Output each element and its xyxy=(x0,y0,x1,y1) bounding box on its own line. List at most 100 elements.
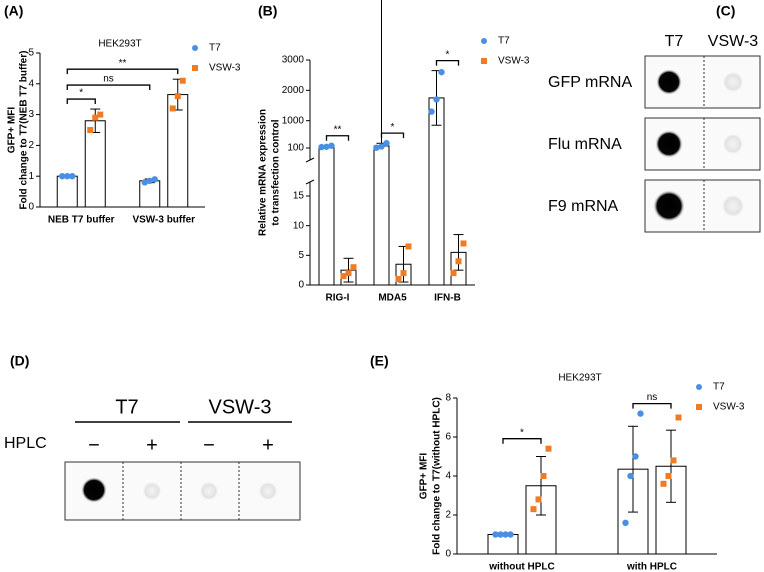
significance-label: ns xyxy=(103,74,114,85)
data-point xyxy=(318,143,325,151)
y-axis-label: Fold change to T7(without HPLC) xyxy=(432,397,443,555)
chart-title: HEK293T xyxy=(558,373,601,384)
spot xyxy=(656,69,682,95)
y-tick-label: 3 xyxy=(28,109,34,120)
data-point xyxy=(400,270,407,277)
y-tick-label: 1 xyxy=(28,171,34,182)
spot xyxy=(199,481,219,501)
data-point xyxy=(460,240,467,247)
x-tick-label: with HPLC xyxy=(626,562,677,572)
data-point xyxy=(151,176,158,183)
spot xyxy=(722,71,744,93)
data-point xyxy=(328,142,335,149)
y-tick-label: 2 xyxy=(445,510,451,521)
significance-label: * xyxy=(391,122,395,133)
legend-marker xyxy=(481,58,487,64)
data-point xyxy=(405,243,412,250)
data-point xyxy=(622,519,629,526)
data-point xyxy=(632,453,639,460)
data-point xyxy=(627,472,634,480)
data-point xyxy=(455,258,462,265)
data-point xyxy=(675,414,682,421)
y-tick-label: 100 xyxy=(287,143,304,154)
y-tick-label: 8 xyxy=(445,393,451,404)
y-tick-label: 1000 xyxy=(282,115,305,126)
legend-label: VSW-3 xyxy=(209,63,241,74)
spot xyxy=(258,481,278,501)
legend-label: T7 xyxy=(713,382,725,393)
significance-bracket xyxy=(66,84,151,91)
data-point xyxy=(87,127,94,133)
y-tick-label: 5 xyxy=(298,250,304,261)
data-point xyxy=(323,143,330,150)
legend-label: T7 xyxy=(498,36,510,47)
x-tick-label: NEB T7 buffer xyxy=(48,215,115,226)
data-point xyxy=(373,144,380,151)
legend-label: T7 xyxy=(209,43,221,54)
spot xyxy=(653,190,685,222)
y-axis-label: Fold change to T7(NEB T7 buffer) xyxy=(19,51,30,210)
data-point xyxy=(665,473,672,479)
data-point xyxy=(179,77,186,84)
data-point xyxy=(428,108,435,115)
data-point xyxy=(69,173,76,180)
y-tick-label: 5 xyxy=(28,48,34,59)
column-label: VSW-3 xyxy=(209,396,272,418)
x-tick-label: VSW-3 buffer xyxy=(132,215,195,226)
data-point xyxy=(545,445,552,452)
data-point xyxy=(64,173,71,180)
panel-label: (A) xyxy=(4,3,23,19)
row-label: F9 mRNA xyxy=(548,198,619,215)
significance-bracket xyxy=(632,402,672,409)
y-axis-label: to transfection control xyxy=(271,119,282,225)
data-point xyxy=(492,531,499,538)
data-point xyxy=(395,276,402,283)
data-point xyxy=(174,93,181,100)
spot xyxy=(721,194,745,218)
bar xyxy=(487,534,519,555)
significance-bracket xyxy=(66,98,96,105)
data-point xyxy=(59,173,66,180)
lane-label: − xyxy=(88,434,100,456)
significance-label: ** xyxy=(119,58,127,69)
y-tick-label: 2000 xyxy=(282,85,305,96)
y-tick-label: 15 xyxy=(293,191,305,202)
bar xyxy=(428,97,445,286)
y-tick-label: 4 xyxy=(445,471,451,482)
data-point xyxy=(383,139,390,147)
significance-label: ns xyxy=(647,392,658,403)
bar xyxy=(56,175,78,208)
data-point xyxy=(530,506,537,513)
spot xyxy=(655,130,683,158)
significance-label: * xyxy=(79,88,83,99)
column-label: T7 xyxy=(665,33,684,50)
data-point xyxy=(340,273,347,280)
significance-bracket xyxy=(435,59,460,66)
spot xyxy=(722,133,744,155)
significance-label: ** xyxy=(334,124,342,135)
row-label: Flu mRNA xyxy=(548,136,622,153)
x-tick-label: without HPLC xyxy=(488,562,555,572)
legend-label: VSW-3 xyxy=(498,56,530,67)
panel-label: (B) xyxy=(258,3,277,19)
data-point xyxy=(97,111,104,118)
data-point xyxy=(169,105,176,112)
spot xyxy=(142,481,162,501)
x-tick-label: MDA5 xyxy=(378,293,407,304)
significance-label: * xyxy=(446,49,450,60)
legend-marker xyxy=(481,38,487,44)
column-label: VSW-3 xyxy=(708,33,758,50)
data-point xyxy=(637,410,644,417)
y-axis-label: Relative mRNA expression xyxy=(258,109,269,236)
data-point xyxy=(141,179,148,186)
lane-label: + xyxy=(262,434,274,456)
y-axis-label: GFP+ MFI xyxy=(7,107,18,154)
spot xyxy=(81,477,107,503)
bar xyxy=(84,120,106,208)
significance-bracket xyxy=(66,68,179,75)
data-point xyxy=(92,114,99,121)
data-point xyxy=(535,496,542,503)
row-label: GFP mRNA xyxy=(548,74,632,91)
column-label: T7 xyxy=(115,396,138,418)
